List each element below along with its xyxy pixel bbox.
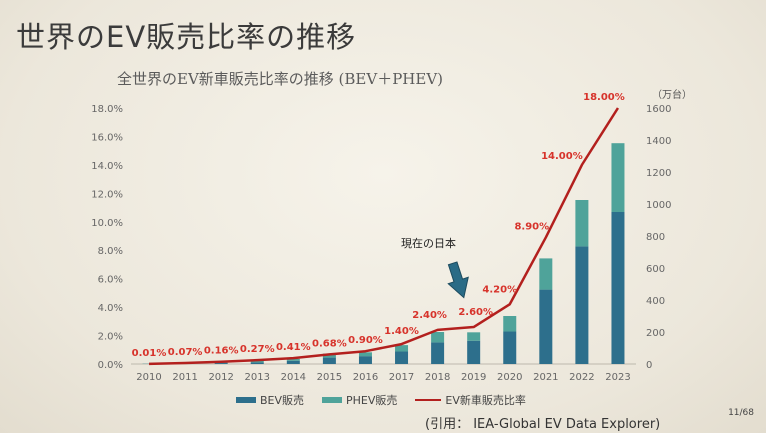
left-axis-tick: 12.0% <box>91 189 123 200</box>
left-axis-tick: 18.0% <box>91 104 123 115</box>
ratio-data-label: 2.40% <box>412 310 447 321</box>
x-axis-tick: 2021 <box>533 372 558 383</box>
slide-title: 世界のEV販売比率の推移 <box>16 20 357 54</box>
ratio-data-label: 1.40% <box>384 326 419 337</box>
left-axis-tick: 14.0% <box>91 161 123 172</box>
right-axis-tick: 0 <box>646 360 652 371</box>
bar-bev <box>503 331 517 364</box>
ratio-data-label: 4.20% <box>482 284 517 295</box>
right-axis-tick: 1200 <box>646 168 671 179</box>
bar-bev <box>575 246 589 364</box>
x-axis-tick: 2013 <box>245 372 270 383</box>
bar-phev <box>503 316 517 332</box>
bar-bev <box>611 212 625 364</box>
left-axis-tick: 16.0% <box>91 132 123 143</box>
annotation-label: 現在の日本 <box>401 237 456 250</box>
bar-bev <box>431 342 445 364</box>
x-axis-tick: 2022 <box>569 372 594 383</box>
ratio-data-label: 8.90% <box>514 221 549 232</box>
legend-item-phev: PHEV販売 <box>322 392 397 408</box>
left-axis-tick: 0.0% <box>98 360 123 371</box>
bar-phev <box>322 353 336 358</box>
ratio-data-label: 0.07% <box>168 347 203 358</box>
legend-label-ratio: EV新車販売比率 <box>445 394 526 407</box>
right-axis-tick: 1000 <box>646 200 671 211</box>
legend-label-phev: PHEV販売 <box>346 394 398 407</box>
x-axis-tick: 2010 <box>136 372 161 383</box>
citation: (引用： IEA-Global EV Data Explorer) <box>425 417 661 432</box>
right-axis-tick: 600 <box>646 264 665 275</box>
right-axis-tick: 200 <box>646 328 665 339</box>
bar-bev <box>539 289 553 364</box>
bar-phev <box>286 358 300 361</box>
x-axis-tick: 2015 <box>317 372 342 383</box>
bar-phev <box>431 332 445 343</box>
left-axis-tick: 8.0% <box>98 246 123 257</box>
right-axis-tick: 1600 <box>646 104 671 115</box>
bar-bev <box>214 363 228 364</box>
bar-bev <box>286 360 300 364</box>
chart-title: 全世界のEV新車販売比率の推移 (BEV＋PHEV) <box>117 70 444 88</box>
left-axis-tick: 6.0% <box>98 275 123 286</box>
right-axis-tick: 800 <box>646 232 665 243</box>
right-axis-tick: 400 <box>646 296 665 307</box>
legend-swatch-ratio <box>415 399 442 401</box>
bar-bev <box>250 362 264 364</box>
bar-phev <box>539 258 553 290</box>
ratio-data-label: 2.60% <box>458 307 493 318</box>
ratio-data-label: 0.68% <box>312 338 347 349</box>
x-axis-tick: 2018 <box>425 372 450 383</box>
bar-phev <box>358 352 372 357</box>
x-axis-tick: 2017 <box>389 372 414 383</box>
right-axis-tick: 1400 <box>646 136 671 147</box>
annotation-arrow <box>447 261 469 299</box>
ratio-data-label: 14.00% <box>541 151 583 162</box>
legend-swatch-phev <box>322 397 343 403</box>
right-axis-unit: （万台） <box>652 90 692 101</box>
bar-phev <box>250 360 264 363</box>
bar-bev <box>358 356 372 364</box>
bar-phev <box>467 332 481 341</box>
legend: BEV販売 PHEV販売 EV新車販売比率 <box>236 392 526 408</box>
ratio-data-label: 0.16% <box>204 346 239 357</box>
bar-bev <box>467 340 481 364</box>
bar-phev <box>575 200 589 247</box>
left-axis-tick: 4.0% <box>98 303 123 314</box>
bar-phev <box>395 345 409 352</box>
bar-bev <box>395 351 409 364</box>
x-axis-tick: 2019 <box>461 372 486 383</box>
bar-phev <box>611 143 625 212</box>
ratio-data-label: 0.27% <box>240 344 275 355</box>
bar-bev <box>322 357 336 364</box>
ratio-data-label: 18.00% <box>583 92 625 103</box>
x-axis-tick: 2011 <box>172 372 197 383</box>
left-axis-tick: 10.0% <box>91 218 123 229</box>
legend-label-bev: BEV販売 <box>260 394 305 407</box>
page-number: 11/68 <box>728 408 754 418</box>
x-axis-tick: 2014 <box>281 372 306 383</box>
ratio-data-label: 0.41% <box>276 342 311 353</box>
legend-item-bev: BEV販売 <box>236 392 304 408</box>
left-axis-tick: 2.0% <box>98 332 123 343</box>
legend-swatch-bev <box>236 397 256 403</box>
legend-item-ratio: EV新車販売比率 <box>415 392 526 408</box>
ratio-data-label: 0.01% <box>132 348 167 359</box>
x-axis-tick: 2020 <box>497 372 522 383</box>
x-axis-tick: 2023 <box>605 372 630 383</box>
ratio-data-label: 0.90% <box>348 335 383 346</box>
ratio-line <box>149 107 620 366</box>
x-axis-tick: 2016 <box>353 372 378 383</box>
x-axis-tick: 2012 <box>208 372 233 383</box>
